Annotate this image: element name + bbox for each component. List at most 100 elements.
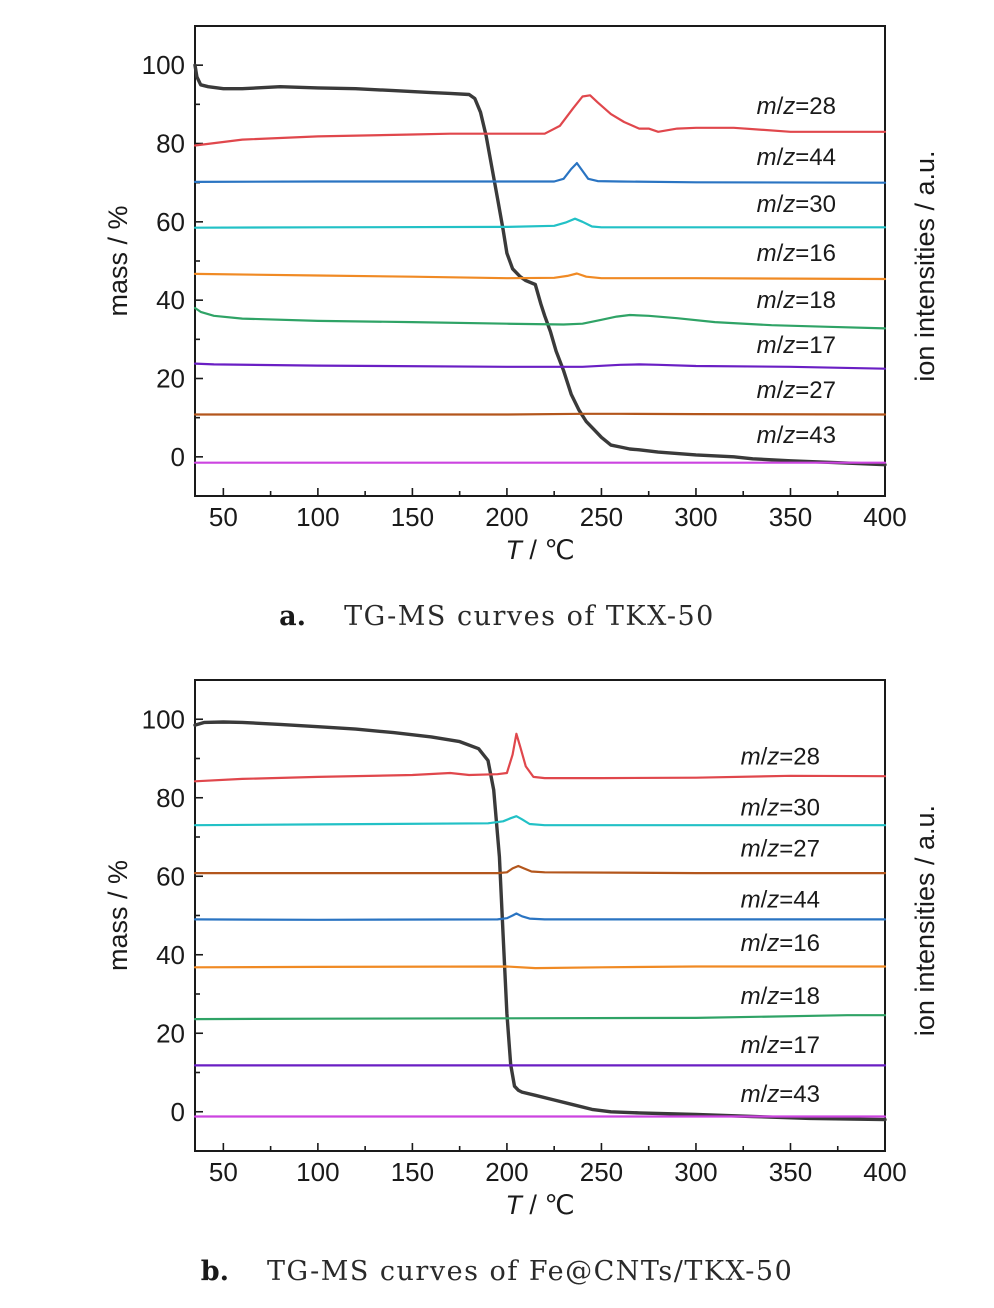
x-tick-label: 250 — [580, 502, 623, 532]
x-tick-label: 300 — [674, 1157, 717, 1187]
mz-label-m: m — [757, 287, 777, 314]
mz-label-z: z — [782, 332, 795, 359]
mz-label-value: =17 — [795, 332, 836, 359]
mz-label-z: z — [782, 240, 795, 267]
mz-label-m: m — [741, 743, 761, 770]
mz-label-slash: / — [777, 93, 784, 120]
mz-label-slash: / — [777, 377, 784, 404]
mz-label-m: m — [757, 422, 777, 449]
mz-label-z: z — [766, 983, 779, 1010]
mz-label-m: m — [741, 983, 761, 1010]
mz-label-slash: / — [777, 144, 784, 171]
mz-label: m/z=28 — [741, 743, 820, 770]
y2-axis-label: ion intensities / a.u. — [910, 150, 940, 381]
x-tick-label: 350 — [769, 1157, 812, 1187]
mz-label-value: =43 — [795, 422, 836, 449]
x-tick-label: 150 — [391, 502, 434, 532]
mz-label: m/z=28 — [757, 93, 836, 120]
mz-label-slash: / — [777, 240, 784, 267]
x-axis-label-unit: / ℃ — [522, 535, 575, 565]
series-line-m-z-18 — [193, 306, 887, 330]
x-tick-label: 250 — [580, 1157, 623, 1187]
mz-label: m/z=17 — [741, 1032, 820, 1059]
mz-label: m/z=43 — [757, 422, 836, 449]
mz-label: m/z=30 — [741, 794, 820, 821]
y-tick-label: 100 — [142, 50, 185, 80]
mz-label-z: z — [766, 1081, 779, 1108]
mz-label-z: z — [766, 1032, 779, 1059]
series-line-m-z-44 — [193, 912, 887, 921]
series-line-m-z-16 — [193, 272, 887, 281]
x-tick-label: 300 — [674, 502, 717, 532]
mz-label: m/z=43 — [741, 1081, 820, 1108]
mz-label-z: z — [766, 930, 779, 957]
mz-label-value: =18 — [779, 983, 820, 1010]
mz-label-z: z — [766, 887, 779, 914]
x-axis-label-symbol: T — [505, 535, 524, 565]
mz-label-value: =16 — [795, 240, 836, 267]
x-axis-label-symbol: T — [505, 1190, 524, 1220]
mz-label-slash: / — [761, 930, 768, 957]
mz-label: m/z=16 — [741, 930, 820, 957]
mz-label-slash: / — [777, 191, 784, 218]
mz-label-value: =43 — [779, 1081, 820, 1108]
y-tick-label: 100 — [142, 704, 185, 734]
caption-letter: a. — [279, 601, 306, 632]
mz-label-value: =30 — [779, 794, 820, 821]
x-tick-label: 200 — [485, 502, 528, 532]
x-tick-label: 150 — [391, 1157, 434, 1187]
mz-label-m: m — [741, 1081, 761, 1108]
series-line-m-z-27 — [193, 412, 887, 416]
series-line-m-z-27 — [193, 864, 887, 875]
series-line-m-z-16 — [193, 965, 887, 970]
caption-letter: b. — [201, 1256, 229, 1287]
y-axis-label: mass / % — [103, 860, 133, 971]
mz-label-slash: / — [761, 1032, 768, 1059]
mz-label-m: m — [741, 887, 761, 914]
y-tick-label: 20 — [156, 364, 185, 394]
mz-label-value: =44 — [779, 887, 820, 914]
y-tick-label: 80 — [156, 783, 185, 813]
x-axis-label: T / ℃ — [505, 1190, 574, 1220]
mz-label-z: z — [782, 287, 795, 314]
mz-label-z: z — [782, 144, 795, 171]
panel-a-background — [0, 0, 994, 580]
mz-label: m/z=44 — [741, 887, 820, 914]
mz-label: m/z=30 — [757, 191, 836, 218]
y-tick-label: 40 — [156, 285, 185, 315]
mz-label-value: =30 — [795, 191, 836, 218]
mz-label: m/z=18 — [741, 983, 820, 1010]
mz-label: m/z=27 — [757, 377, 836, 404]
mz-label-m: m — [757, 191, 777, 218]
mz-label-m: m — [741, 1032, 761, 1059]
mz-label-value: =28 — [795, 93, 836, 120]
caption-title: TG-MS curves of TKX-50 — [344, 601, 715, 632]
series-line-m-z-44 — [193, 162, 887, 184]
y-tick-label: 60 — [156, 861, 185, 891]
caption-b: b. TG-MS curves of Fe@CNTs/TKX-50 — [201, 1256, 794, 1287]
mz-label-value: =28 — [779, 743, 820, 770]
mz-label: m/z=17 — [757, 332, 836, 359]
mz-label-m: m — [757, 332, 777, 359]
x-tick-label: 200 — [485, 1157, 528, 1187]
mz-label-z: z — [782, 377, 795, 404]
y-tick-label: 60 — [156, 207, 185, 237]
mz-label-slash: / — [777, 332, 784, 359]
mz-label-m: m — [741, 794, 761, 821]
caption-title: TG-MS curves of Fe@CNTs/TKX-50 — [267, 1256, 793, 1287]
mz-label-value: =17 — [779, 1032, 820, 1059]
y-tick-label: 80 — [156, 129, 185, 159]
mz-label: m/z=18 — [757, 287, 836, 314]
mz-label-m: m — [757, 144, 777, 171]
mz-label-value: =18 — [795, 287, 836, 314]
series-line-m-z-30 — [193, 217, 887, 229]
series-line-m-z-30 — [193, 815, 887, 827]
mz-label-z: z — [766, 743, 779, 770]
series-line-m-z-28 — [193, 94, 887, 147]
series-line-mass — [193, 720, 887, 1122]
mz-label-value: =27 — [795, 377, 836, 404]
x-tick-label: 400 — [863, 502, 906, 532]
mz-label-slash: / — [761, 836, 768, 863]
y-tick-label: 0 — [171, 1097, 185, 1127]
panel-a: 50 100 150 200 250 300 350 400 0 20 40 60 80 100 T / ℃… — [103, 25, 940, 565]
